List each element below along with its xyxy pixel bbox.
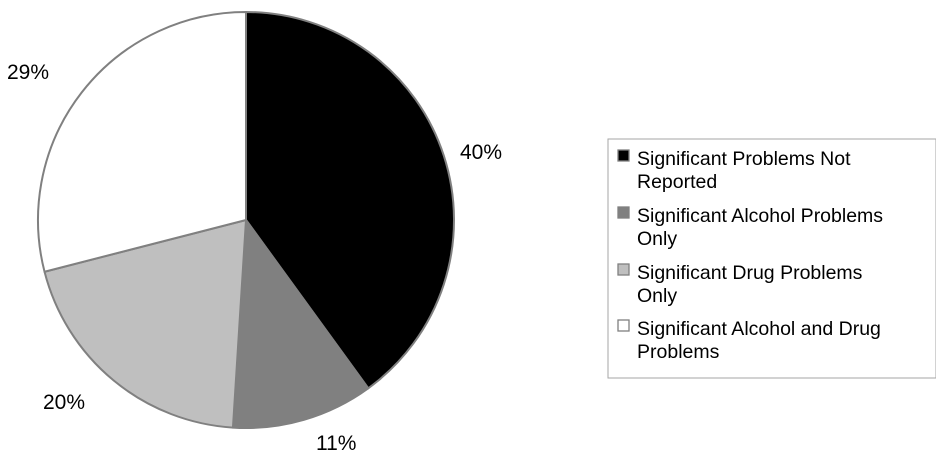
pie-slice-2 <box>43 219 247 429</box>
legend-label-1-line2: Only <box>637 228 677 250</box>
legend-entry-2: Significant Drug Problems Only <box>617 262 863 307</box>
legend-swatch-3 <box>617 319 630 332</box>
legend-swatch-1 <box>617 206 630 219</box>
legend-entry-3: Significant Alcohol and Drug Problems <box>617 318 881 363</box>
legend-label-2-line2: Only <box>637 285 677 307</box>
legend-label-3-line2: Problems <box>637 341 720 363</box>
pie-value-labels: 40% 11% 20% 29% <box>7 61 502 455</box>
legend-entry-1: Significant Alcohol Problems Only <box>617 205 883 250</box>
legend: Significant Problems Not Reported Signif… <box>607 138 936 379</box>
legend-swatch-2 <box>617 263 630 276</box>
pie-value-label-0: 40% <box>460 141 502 164</box>
pie-slice-1 <box>231 219 370 429</box>
legend-label-2-line1: Significant Drug Problems <box>637 262 863 284</box>
legend-label-0-line2: Reported <box>637 171 717 193</box>
legend-box <box>607 138 936 379</box>
legend-swatch-0 <box>617 149 630 162</box>
pie-value-label-2: 20% <box>43 391 85 414</box>
legend-label-0-line1: Significant Problems Not <box>637 148 851 170</box>
pie-slices <box>37 11 455 429</box>
legend-label-1-line1: Significant Alcohol Problems <box>637 205 883 227</box>
pie-slice-3 <box>37 11 247 273</box>
pie-value-label-3: 29% <box>7 61 49 84</box>
legend-entry-0: Significant Problems Not Reported <box>617 148 851 193</box>
legend-label-3-line1: Significant Alcohol and Drug <box>637 318 881 340</box>
pie-slice-0 <box>245 11 455 390</box>
pie-value-label-1: 11% <box>316 432 356 455</box>
